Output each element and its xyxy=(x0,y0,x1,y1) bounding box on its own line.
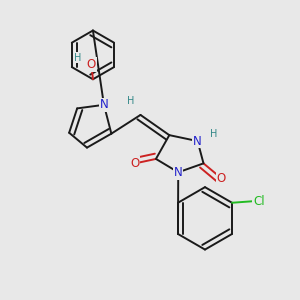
Text: O: O xyxy=(217,172,226,185)
Text: H: H xyxy=(210,129,218,139)
Text: H: H xyxy=(127,96,134,106)
Text: N: N xyxy=(193,135,202,148)
Text: Cl: Cl xyxy=(253,195,265,208)
Text: O: O xyxy=(130,157,140,170)
Text: N: N xyxy=(100,98,108,111)
Text: H: H xyxy=(74,53,81,63)
Text: O: O xyxy=(87,58,96,71)
Text: N: N xyxy=(174,166,183,179)
